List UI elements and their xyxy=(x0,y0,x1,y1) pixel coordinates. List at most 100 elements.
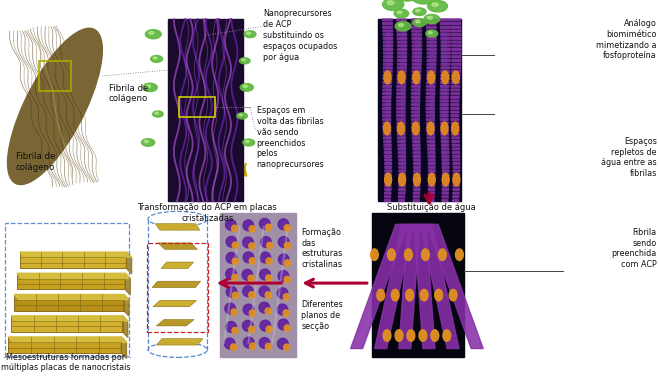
Polygon shape xyxy=(399,166,405,168)
Ellipse shape xyxy=(284,242,291,249)
Polygon shape xyxy=(452,56,461,58)
Polygon shape xyxy=(413,155,420,157)
Ellipse shape xyxy=(452,122,459,135)
Circle shape xyxy=(424,14,440,24)
Polygon shape xyxy=(385,159,392,161)
Polygon shape xyxy=(440,115,448,117)
Polygon shape xyxy=(411,111,419,113)
Polygon shape xyxy=(451,122,459,124)
Polygon shape xyxy=(414,166,420,168)
Circle shape xyxy=(239,114,243,116)
Polygon shape xyxy=(426,104,434,106)
Polygon shape xyxy=(426,19,436,21)
Ellipse shape xyxy=(231,309,237,315)
Polygon shape xyxy=(158,243,197,249)
Ellipse shape xyxy=(232,327,238,334)
Circle shape xyxy=(427,16,432,19)
Polygon shape xyxy=(397,93,405,95)
Polygon shape xyxy=(428,188,434,190)
Ellipse shape xyxy=(226,219,236,230)
Ellipse shape xyxy=(277,288,288,299)
Polygon shape xyxy=(384,155,392,157)
Polygon shape xyxy=(453,170,460,172)
Polygon shape xyxy=(9,337,126,342)
Circle shape xyxy=(387,1,394,5)
Polygon shape xyxy=(427,52,436,54)
Ellipse shape xyxy=(442,71,449,84)
Polygon shape xyxy=(420,224,459,348)
Polygon shape xyxy=(385,166,392,168)
Circle shape xyxy=(141,139,155,146)
Polygon shape xyxy=(451,71,461,73)
Ellipse shape xyxy=(249,243,255,249)
Polygon shape xyxy=(412,86,420,87)
Polygon shape xyxy=(441,78,449,80)
Circle shape xyxy=(394,0,420,1)
Ellipse shape xyxy=(225,303,236,314)
Polygon shape xyxy=(413,141,420,142)
Polygon shape xyxy=(440,26,450,28)
Polygon shape xyxy=(384,56,393,58)
Ellipse shape xyxy=(266,326,272,332)
Polygon shape xyxy=(453,200,459,201)
Polygon shape xyxy=(384,71,392,73)
Circle shape xyxy=(240,58,250,64)
Polygon shape xyxy=(383,104,391,106)
Ellipse shape xyxy=(242,269,253,280)
Polygon shape xyxy=(397,82,405,84)
Polygon shape xyxy=(397,119,405,120)
Ellipse shape xyxy=(438,249,446,260)
Polygon shape xyxy=(385,177,392,179)
Polygon shape xyxy=(384,60,393,62)
Polygon shape xyxy=(426,119,434,120)
Polygon shape xyxy=(14,294,129,300)
Polygon shape xyxy=(453,174,460,176)
Ellipse shape xyxy=(261,237,271,247)
Polygon shape xyxy=(453,152,460,154)
Ellipse shape xyxy=(230,344,236,350)
Polygon shape xyxy=(426,89,435,91)
Circle shape xyxy=(395,22,411,31)
Ellipse shape xyxy=(442,173,449,186)
Ellipse shape xyxy=(265,308,271,315)
Circle shape xyxy=(416,10,420,12)
Ellipse shape xyxy=(232,258,238,265)
Polygon shape xyxy=(384,152,392,154)
Ellipse shape xyxy=(406,289,414,301)
Circle shape xyxy=(416,21,420,23)
Ellipse shape xyxy=(284,225,290,231)
Ellipse shape xyxy=(243,304,254,315)
Polygon shape xyxy=(428,166,435,168)
Polygon shape xyxy=(442,174,449,176)
Polygon shape xyxy=(441,41,450,43)
Polygon shape xyxy=(451,86,460,87)
Polygon shape xyxy=(426,26,436,28)
Polygon shape xyxy=(452,63,461,65)
Polygon shape xyxy=(383,130,391,131)
Bar xyxy=(39,61,71,91)
Polygon shape xyxy=(412,119,419,120)
Polygon shape xyxy=(451,119,459,120)
Polygon shape xyxy=(442,144,449,146)
Polygon shape xyxy=(427,34,436,36)
Polygon shape xyxy=(384,144,391,146)
Polygon shape xyxy=(428,155,435,157)
Polygon shape xyxy=(440,97,449,98)
Polygon shape xyxy=(384,37,393,39)
Ellipse shape xyxy=(226,236,237,247)
Polygon shape xyxy=(413,188,420,190)
Polygon shape xyxy=(426,126,434,128)
Polygon shape xyxy=(157,320,194,326)
Ellipse shape xyxy=(243,337,254,348)
Polygon shape xyxy=(397,141,405,142)
Ellipse shape xyxy=(226,287,237,297)
Polygon shape xyxy=(385,185,391,187)
Polygon shape xyxy=(428,185,435,187)
Text: Espaços em
volta das fibrilas
vão sendo
preenchidos
pelos
nanoprecursores: Espaços em volta das fibrilas vão sendo … xyxy=(257,106,324,169)
Polygon shape xyxy=(453,159,460,161)
Ellipse shape xyxy=(428,173,435,186)
Polygon shape xyxy=(427,41,436,43)
Ellipse shape xyxy=(405,249,413,260)
Polygon shape xyxy=(413,148,420,150)
Polygon shape xyxy=(399,188,405,190)
